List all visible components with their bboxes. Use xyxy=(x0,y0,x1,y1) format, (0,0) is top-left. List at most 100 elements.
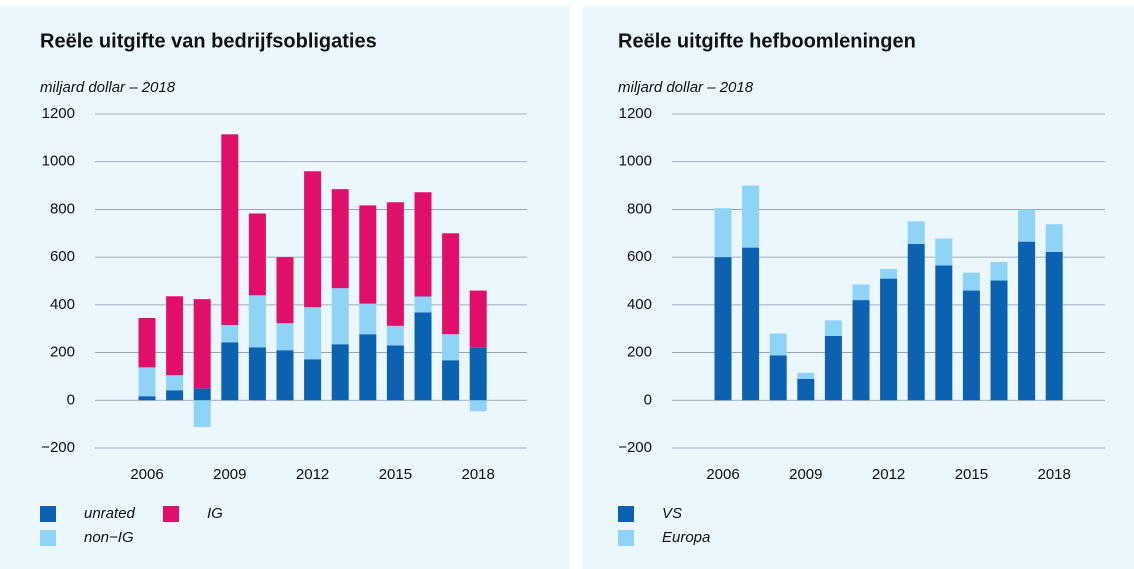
legend-label: Europa xyxy=(662,529,710,546)
bar xyxy=(304,359,322,401)
bar xyxy=(469,400,487,412)
x-tick-label: 2009 xyxy=(213,466,246,483)
bar xyxy=(852,300,870,401)
subtitle: miljard dollar – 2018 xyxy=(40,79,176,96)
x-tick-label: 2018 xyxy=(462,466,495,483)
bar xyxy=(331,288,349,345)
bar xyxy=(193,388,211,401)
bar xyxy=(221,134,239,326)
y-tick-label: 200 xyxy=(50,344,75,361)
bar xyxy=(414,312,432,401)
x-tick-label: 2012 xyxy=(296,466,329,483)
bar xyxy=(331,189,349,289)
y-tick-label: 400 xyxy=(50,296,75,313)
bar xyxy=(166,296,184,376)
bar xyxy=(907,221,925,245)
bar xyxy=(138,367,156,397)
bar xyxy=(769,333,787,356)
bar xyxy=(714,208,732,258)
x-tick-label: 2015 xyxy=(379,466,412,483)
bar xyxy=(359,334,377,401)
bar xyxy=(359,303,377,335)
bar xyxy=(935,265,953,401)
bar xyxy=(386,202,404,326)
x-tick-label: 2015 xyxy=(955,466,988,483)
y-tick-label: 1200 xyxy=(619,105,652,122)
bar xyxy=(962,290,980,401)
bar xyxy=(304,171,322,308)
bar xyxy=(331,344,349,401)
y-tick-label: −200 xyxy=(618,439,652,456)
y-tick-label: 0 xyxy=(67,391,75,408)
bar xyxy=(469,290,487,348)
bar xyxy=(1018,241,1036,401)
legend-label: IG xyxy=(207,505,223,522)
x-tick-label: 2006 xyxy=(706,466,739,483)
bar xyxy=(442,360,460,401)
y-tick-label: 600 xyxy=(627,248,652,265)
legend-label: unrated xyxy=(84,505,136,522)
bar xyxy=(742,185,760,248)
bar xyxy=(1045,251,1063,401)
bar xyxy=(138,317,156,368)
x-tick-label: 2018 xyxy=(1038,466,1071,483)
bar xyxy=(386,345,404,401)
y-tick-label: 1200 xyxy=(42,105,75,122)
bar xyxy=(824,335,842,401)
legend-label: non−IG xyxy=(84,529,134,546)
legend-swatch xyxy=(618,530,634,546)
y-tick-label: 1000 xyxy=(42,153,75,170)
bar xyxy=(221,342,239,401)
bar xyxy=(414,192,432,297)
x-tick-label: 2006 xyxy=(130,466,163,483)
bar xyxy=(138,396,156,401)
legend-swatch xyxy=(40,530,56,546)
legend-swatch xyxy=(163,506,179,522)
legend-swatch xyxy=(40,506,56,522)
bar xyxy=(990,261,1008,281)
x-tick-label: 2012 xyxy=(872,466,905,483)
bar xyxy=(248,347,266,401)
bar xyxy=(1018,209,1036,242)
x-tick-label: 2009 xyxy=(789,466,822,483)
bar xyxy=(742,247,760,401)
subtitle: miljard dollar – 2018 xyxy=(618,79,754,96)
bar xyxy=(414,296,432,313)
bar xyxy=(824,320,842,336)
legend-swatch xyxy=(618,506,634,522)
bar xyxy=(797,372,815,379)
y-tick-label: 600 xyxy=(50,248,75,265)
bar xyxy=(276,350,294,401)
bar xyxy=(852,284,870,301)
y-tick-label: 0 xyxy=(644,391,652,408)
bar xyxy=(248,295,266,348)
bar xyxy=(880,278,898,401)
y-tick-label: 800 xyxy=(627,200,652,217)
y-tick-label: −200 xyxy=(41,439,75,456)
bar xyxy=(193,400,211,428)
bar xyxy=(276,323,294,351)
chart-title: Reële uitgifte van bedrijfsobligaties xyxy=(40,30,377,52)
legend-label: VS xyxy=(662,505,682,522)
bar xyxy=(386,325,404,346)
bar xyxy=(769,355,787,401)
bar xyxy=(221,325,239,343)
bar xyxy=(276,257,294,324)
bar xyxy=(304,307,322,360)
bar xyxy=(166,390,184,401)
bar xyxy=(248,213,266,296)
bar xyxy=(359,205,377,304)
bar xyxy=(442,334,460,361)
bar xyxy=(962,272,980,291)
y-tick-label: 200 xyxy=(627,344,652,361)
bar xyxy=(880,269,898,279)
bar xyxy=(797,378,815,401)
y-tick-label: 400 xyxy=(627,296,652,313)
bar xyxy=(166,375,184,391)
bar xyxy=(990,280,1008,401)
bar xyxy=(935,238,953,266)
bar xyxy=(469,347,487,401)
y-tick-label: 1000 xyxy=(619,153,652,170)
bar xyxy=(907,244,925,401)
